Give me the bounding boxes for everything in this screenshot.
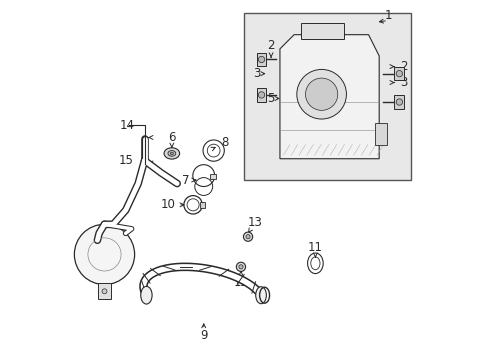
Text: 2: 2 [267,39,274,57]
Circle shape [395,71,402,77]
Text: 14: 14 [120,118,134,131]
Text: 1: 1 [384,9,391,22]
Ellipse shape [141,286,152,304]
Text: 10: 10 [160,198,183,211]
Text: 4: 4 [305,24,313,38]
Text: 5: 5 [267,92,278,105]
Text: 7: 7 [182,174,195,186]
FancyBboxPatch shape [200,202,205,208]
FancyBboxPatch shape [244,13,410,180]
Polygon shape [279,35,378,159]
FancyBboxPatch shape [256,88,266,102]
Text: 6: 6 [168,131,175,147]
Circle shape [296,69,346,119]
Ellipse shape [163,148,179,159]
Text: 9: 9 [200,329,207,342]
Text: 3: 3 [253,67,264,80]
Circle shape [395,99,402,105]
FancyBboxPatch shape [98,283,110,300]
Circle shape [102,289,107,294]
Circle shape [245,235,249,239]
Circle shape [243,232,252,241]
Circle shape [236,262,245,271]
FancyBboxPatch shape [210,174,216,179]
FancyBboxPatch shape [374,122,386,145]
Text: 12: 12 [233,271,248,289]
Circle shape [305,78,337,111]
Ellipse shape [170,152,173,154]
Text: 2: 2 [389,60,407,73]
Circle shape [258,56,264,63]
FancyBboxPatch shape [256,53,266,66]
Circle shape [239,265,243,269]
FancyBboxPatch shape [300,23,344,39]
Text: 15: 15 [119,154,134,167]
Text: 8: 8 [210,136,228,151]
Text: 3: 3 [389,76,407,89]
Ellipse shape [167,150,175,156]
Circle shape [74,224,134,284]
FancyBboxPatch shape [394,95,404,109]
Text: 11: 11 [307,241,322,257]
Circle shape [258,92,264,98]
Text: 13: 13 [247,216,262,232]
FancyBboxPatch shape [394,67,404,80]
Ellipse shape [255,287,266,304]
